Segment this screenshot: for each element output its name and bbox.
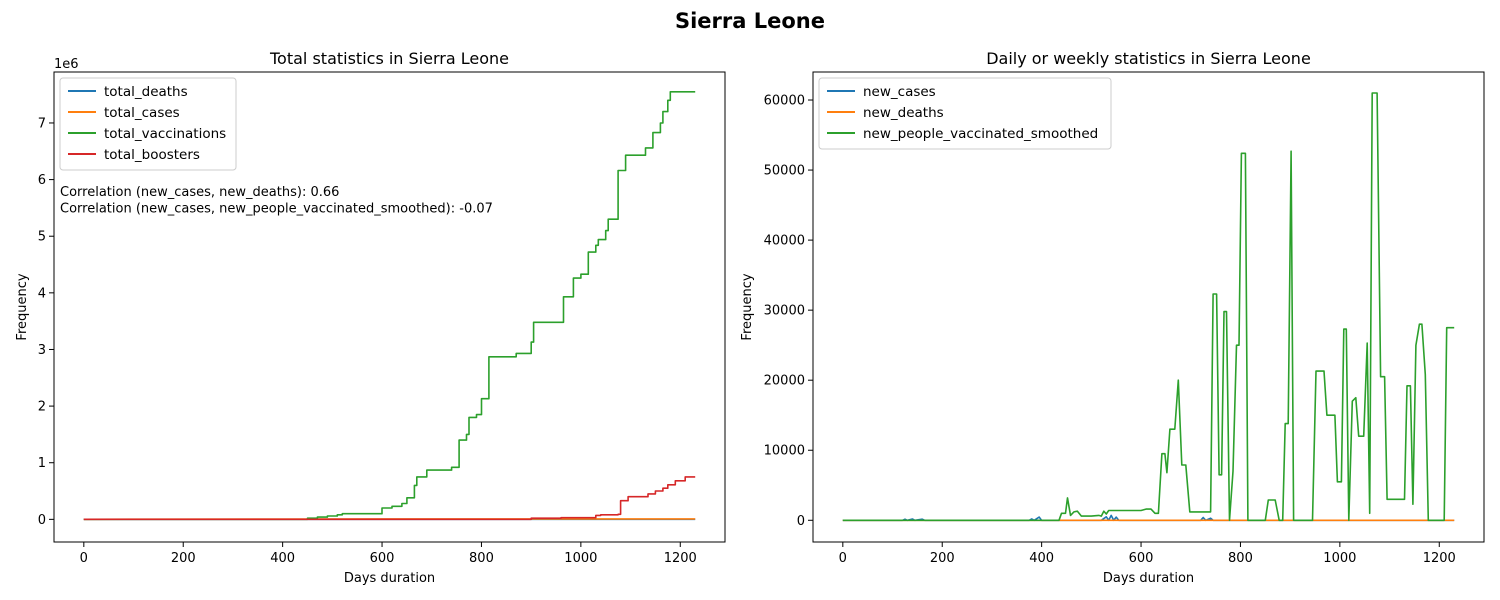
x-tick-label: 800	[1228, 551, 1253, 566]
y-tick-label: 20000	[764, 374, 805, 389]
x-axis-label: Days duration	[344, 571, 435, 586]
x-axis-label: Days duration	[1103, 571, 1194, 586]
y-tick-label: 50000	[764, 164, 805, 179]
legend-label-new-people-vaccinated-smoothed: new_people_vaccinated_smoothed	[863, 126, 1098, 142]
y-offset-label: 1e6	[54, 57, 79, 72]
y-tick-label: 3	[38, 343, 46, 358]
x-tick-label: 800	[469, 551, 494, 566]
x-tick-label: 200	[930, 551, 955, 566]
y-tick-label: 1	[38, 456, 46, 471]
y-axis-label: Frequency	[15, 273, 30, 340]
x-tick-label: 200	[171, 551, 196, 566]
x-tick-label: 1200	[1423, 551, 1456, 566]
y-tick-label: 30000	[764, 304, 805, 319]
figure-title: Sierra Leone	[675, 9, 825, 33]
legend	[59, 77, 237, 171]
y-tick-label: 40000	[764, 234, 805, 249]
chart-title: Daily or weekly statistics in Sierra Leo…	[986, 49, 1311, 68]
chart-title: Total statistics in Sierra Leone	[269, 49, 509, 68]
y-tick-label: 60000	[764, 94, 805, 109]
series-line-total-vaccinations	[83, 91, 696, 521]
correlation-annotation: Correlation (new_cases, new_people_vacci…	[60, 202, 493, 217]
y-tick-label: 5	[38, 230, 46, 245]
x-tick-label: 1000	[564, 551, 597, 566]
legend-label-new-deaths: new_deaths	[863, 105, 944, 121]
legend-label-total-cases: total_cases	[104, 105, 180, 121]
plot-frame	[812, 71, 1485, 543]
x-tick-label: 600	[1129, 551, 1154, 566]
x-tick-label: 600	[370, 551, 395, 566]
legend-label-total-deaths: total_deaths	[104, 84, 188, 100]
y-tick-label: 10000	[764, 444, 805, 459]
y-tick-label: 0	[797, 514, 805, 529]
y-tick-label: 7	[38, 116, 46, 131]
legend-label-new-cases: new_cases	[863, 84, 936, 100]
x-tick-label: 0	[839, 551, 847, 566]
plot-frame	[53, 71, 726, 543]
x-tick-label: 400	[270, 551, 295, 566]
x-tick-label: 1200	[664, 551, 697, 566]
series-line-new-people-vaccinated-smoothed	[842, 92, 1455, 522]
total-statistics-chart: Total statistics in Sierra Leone 0 200 400 6…	[15, 49, 726, 586]
x-tick-label: 1000	[1323, 551, 1356, 566]
y-axis-label: Frequency	[740, 273, 755, 340]
x-tick-label: 0	[80, 551, 88, 566]
legend-label-total-boosters: total_boosters	[104, 147, 200, 163]
legend	[818, 77, 1112, 150]
y-tick-label: 4	[38, 286, 46, 301]
legend-label-total-vaccinations: total_vaccinations	[104, 126, 226, 142]
daily-statistics-chart: Daily or weekly statistics in Sierra Leo…	[740, 49, 1485, 586]
series-line-total-boosters	[83, 476, 696, 521]
correlation-annotation: Correlation (new_cases, new_deaths): 0.6…	[60, 185, 339, 200]
y-tick-label: 0	[38, 513, 46, 528]
y-tick-label: 6	[38, 173, 46, 188]
x-tick-label: 400	[1029, 551, 1054, 566]
y-tick-label: 2	[38, 400, 46, 415]
